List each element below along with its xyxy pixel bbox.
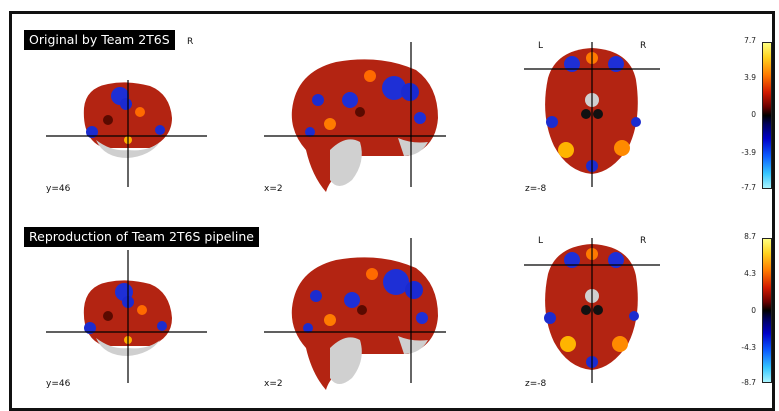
panel-title: Original by Team 2T6S <box>24 30 175 50</box>
sagittal-slice <box>264 42 446 193</box>
colorbar-tick-label: -3.9 <box>741 148 756 157</box>
panel-title-text: Original by Team 2T6S <box>29 32 170 47</box>
sagittal-slice <box>264 238 446 390</box>
sagittal-coordinate: x=2 <box>264 184 283 194</box>
panel-original: Original by Team 2T6S R <box>0 0 779 198</box>
panel-title: Reproduction of Team 2T6S pipeline <box>24 227 259 247</box>
orientation-right-label: R <box>640 41 647 51</box>
coronal-slice <box>46 250 207 383</box>
colorbar-tick-label: 8.7 <box>744 232 756 241</box>
coronal-slice <box>46 80 207 187</box>
colorbar <box>762 42 772 189</box>
axial-coordinate: z=-8 <box>525 379 547 389</box>
colorbar-tick-label: 0 <box>751 306 756 315</box>
colorbar-tick-label: 0 <box>751 110 756 119</box>
panel-reproduction: Reproduction of Team 2T6S pipeline <box>0 198 779 396</box>
panel-title-text: Reproduction of Team 2T6S pipeline <box>29 229 254 244</box>
coronal-coordinate: y=46 <box>46 379 71 389</box>
colorbar-tick-label: -8.7 <box>741 378 756 387</box>
axial-slice <box>524 238 660 383</box>
brain-slices <box>46 238 660 390</box>
axial-slice <box>524 42 660 187</box>
colorbar-tick-label: 4.3 <box>744 269 756 278</box>
orientation-right-label: R <box>640 236 647 246</box>
coronal-coordinate: y=46 <box>46 184 71 194</box>
brain-slices <box>46 42 660 193</box>
colorbar <box>762 238 772 383</box>
colorbar-tick-label: -4.3 <box>741 343 756 352</box>
orientation-right-label-partial: R <box>187 37 194 47</box>
colorbar-tick-label: 3.9 <box>744 73 756 82</box>
colorbar-tick-label: -7.7 <box>741 183 756 192</box>
orientation-left-label: L <box>538 236 544 246</box>
orientation-left-label: L <box>538 41 544 51</box>
axial-coordinate: z=-8 <box>525 184 547 194</box>
colorbar-tick-label: 7.7 <box>744 36 756 45</box>
sagittal-coordinate: x=2 <box>264 379 283 389</box>
